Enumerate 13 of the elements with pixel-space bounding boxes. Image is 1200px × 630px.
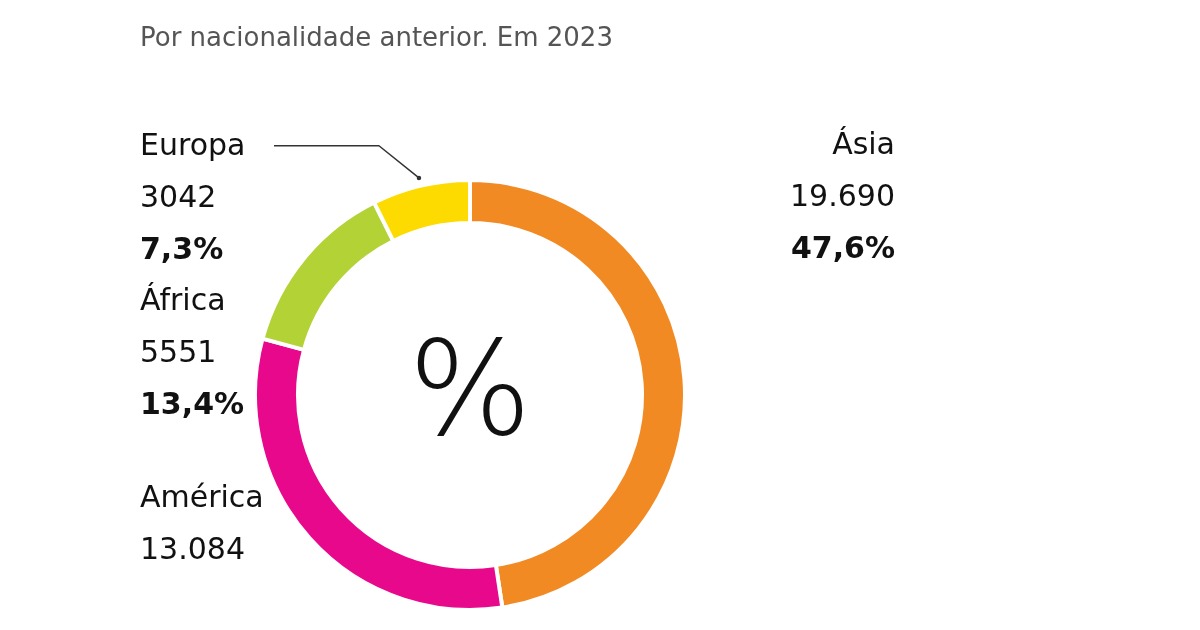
data-label: 5551 bbox=[140, 333, 217, 369]
chart-subtitle: Por nacionalidade anterior. Em 2023 bbox=[140, 22, 613, 52]
slice-label: Ásia bbox=[832, 126, 895, 161]
text: 7,3% bbox=[140, 230, 224, 266]
data-label: 13.084 bbox=[140, 531, 245, 567]
text: 13,4% bbox=[140, 385, 245, 421]
data-label: 3042 bbox=[140, 178, 217, 214]
slice-label: Europa bbox=[140, 126, 246, 162]
slice-label: África bbox=[140, 281, 226, 317]
text: 47,6% bbox=[790, 230, 895, 265]
slice-label: América bbox=[140, 479, 264, 515]
text: % bbox=[408, 313, 532, 465]
data-label: 19.690 bbox=[790, 178, 895, 213]
